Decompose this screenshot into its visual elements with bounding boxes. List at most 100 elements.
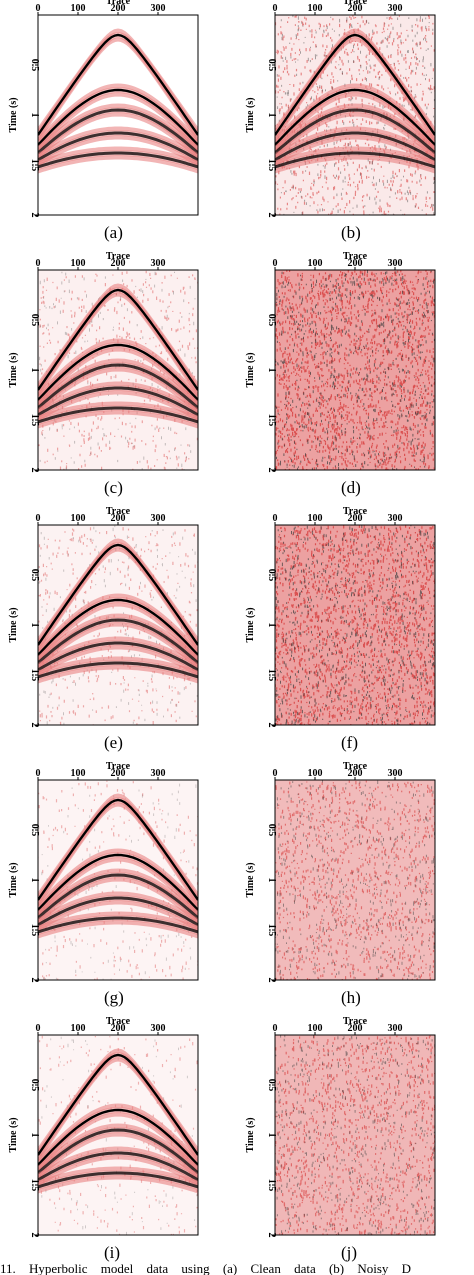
- x-tick-label: 0: [36, 3, 41, 14]
- event-4: [38, 381, 198, 422]
- y-tick-label: 1.5: [266, 159, 277, 172]
- x-tick-label: 0: [36, 768, 41, 779]
- x-tick-label: 200: [111, 768, 126, 779]
- y-tick-label: 1: [266, 878, 277, 883]
- panel-f: 0 100 200 300 Trace 0.5 1 1.5 2 Time (s) (f): [237, 506, 474, 760]
- panel-caption: (i): [104, 1243, 121, 1262]
- event-1: [275, 28, 435, 141]
- y-tick-label: 1.5: [266, 1179, 277, 1192]
- y-tick-label: 0.5: [266, 569, 277, 582]
- x-tick-label: 300: [388, 1023, 403, 1034]
- y-axis-label: Time (s): [8, 862, 19, 897]
- y-axis-label: Time (s): [8, 97, 19, 132]
- panel-caption: (j): [341, 1243, 358, 1262]
- panel-caption: (h): [341, 988, 361, 1007]
- x-tick-label: 300: [388, 768, 403, 779]
- x-tick-label: 200: [348, 768, 363, 779]
- panel-caption: (g): [104, 988, 124, 1007]
- y-tick-label: 1: [29, 113, 40, 118]
- x-axis-label: Trace: [106, 506, 131, 517]
- panel-i: 0 100 200 300 Trace 0.5 1 1.5 2 Time (s) (i): [0, 1016, 237, 1270]
- y-tick-label: 0.5: [266, 824, 277, 837]
- y-tick-label: 0.5: [29, 59, 40, 72]
- y-tick-label: 1: [29, 368, 40, 373]
- x-tick-label: 0: [273, 258, 278, 269]
- x-tick-label: 200: [348, 3, 363, 14]
- x-tick-label: 300: [388, 3, 403, 14]
- panel-h: 0 100 200 300 Trace 0.5 1 1.5 2 Time (s) (h): [237, 761, 474, 1015]
- event-3: [38, 613, 198, 669]
- panel-c: 0 100 200 300 Trace 0.5 1 1.5 2 Time (s) (c): [0, 251, 237, 505]
- event-1: [38, 28, 198, 141]
- event-3: [38, 868, 198, 924]
- x-tick-label: 0: [273, 3, 278, 14]
- x-tick-label: 100: [308, 3, 323, 14]
- noise-texture: [275, 270, 435, 470]
- y-tick-label: 0.5: [266, 59, 277, 72]
- x-tick-label: 300: [388, 258, 403, 269]
- y-tick-label: 1.5: [29, 1179, 40, 1192]
- x-tick-label: 100: [71, 258, 86, 269]
- y-tick-label: 2: [266, 723, 277, 728]
- y-tick-label: 1: [266, 368, 277, 373]
- x-tick-label: 0: [273, 513, 278, 524]
- y-tick-label: 1.5: [266, 414, 277, 427]
- x-tick-label: 100: [308, 1023, 323, 1034]
- y-tick-label: 1: [29, 1133, 40, 1138]
- y-tick-label: 1.5: [29, 924, 40, 937]
- y-tick-label: 1.5: [266, 669, 277, 682]
- panel-j: 0 100 200 300 Trace 0.5 1 1.5 2 Time (s) (j): [237, 1016, 474, 1270]
- x-tick-label: 300: [151, 513, 166, 524]
- seismic-gather-plot: 0 100 200 300 Trace 0.5 1 1.5 2 Time (s): [8, 251, 199, 473]
- seismic-gather-plot: 0 100 200 300 Trace 0.5 1 1.5 2 Time (s): [8, 1016, 199, 1238]
- seismic-gather-plot: 0 100 200 300 Trace 0.5 1 1.5 2 Time (s): [245, 1016, 436, 1238]
- panel-a: 0 100 200 300 Trace 0.5 1 1.5 2 Time (s) (a): [0, 0, 237, 250]
- x-tick-label: 300: [151, 3, 166, 14]
- y-tick-label: 0.5: [29, 1079, 40, 1092]
- x-tick-label: 100: [71, 1023, 86, 1034]
- y-tick-label: 2: [29, 978, 40, 983]
- y-axis-label: Time (s): [8, 607, 19, 642]
- event-3: [38, 1123, 198, 1179]
- event-5: [38, 656, 198, 684]
- panel-d: 0 100 200 300 Trace 0.5 1 1.5 2 Time (s) (d): [237, 251, 474, 505]
- x-tick-label: 200: [111, 3, 126, 14]
- event-5: [38, 911, 198, 939]
- y-tick-label: 2: [29, 723, 40, 728]
- y-tick-label: 2: [266, 978, 277, 983]
- seismic-gather-plot: 0 100 200 300 Trace 0.5 1 1.5 2 Time (s): [8, 506, 199, 728]
- event-4: [38, 891, 198, 932]
- event-1: [38, 1048, 198, 1161]
- noise-texture: [275, 525, 435, 725]
- event-3: [38, 103, 198, 159]
- y-tick-label: 0.5: [266, 1079, 277, 1092]
- y-tick-label: 1.5: [29, 414, 40, 427]
- event-3: [275, 103, 435, 159]
- x-tick-label: 0: [36, 258, 41, 269]
- seismic-gather-plot: 0 100 200 300 Trace 0.5 1 1.5 2 Time (s): [8, 761, 199, 983]
- x-tick-label: 0: [273, 768, 278, 779]
- panel-caption: (c): [104, 478, 123, 497]
- x-tick-label: 300: [151, 1023, 166, 1034]
- x-tick-label: 100: [71, 3, 86, 14]
- event-4: [38, 126, 198, 167]
- x-axis-label: Trace: [343, 251, 368, 262]
- event-3: [38, 358, 198, 414]
- seismic-gather-plot: 0 100 200 300 Trace 0.5 1 1.5 2 Time (s): [245, 0, 436, 218]
- y-tick-label: 2: [29, 468, 40, 473]
- x-axis-label: Trace: [106, 0, 131, 7]
- panel-e: 0 100 200 300 Trace 0.5 1 1.5 2 Time (s) (e): [0, 506, 237, 760]
- event-1: [38, 283, 198, 396]
- x-tick-label: 100: [308, 513, 323, 524]
- event-1: [38, 538, 198, 651]
- y-tick-label: 2: [266, 213, 277, 218]
- y-tick-label: 1.5: [266, 924, 277, 937]
- seismic-gather-plot: 0 100 200 300 Trace 0.5 1 1.5 2 Time (s): [245, 251, 436, 473]
- y-tick-label: 0.5: [29, 314, 40, 327]
- y-tick-label: 2: [29, 1233, 40, 1238]
- event-5: [38, 146, 198, 174]
- y-tick-label: 2: [29, 213, 40, 218]
- event-4: [38, 1146, 198, 1187]
- y-tick-label: 1: [29, 878, 40, 883]
